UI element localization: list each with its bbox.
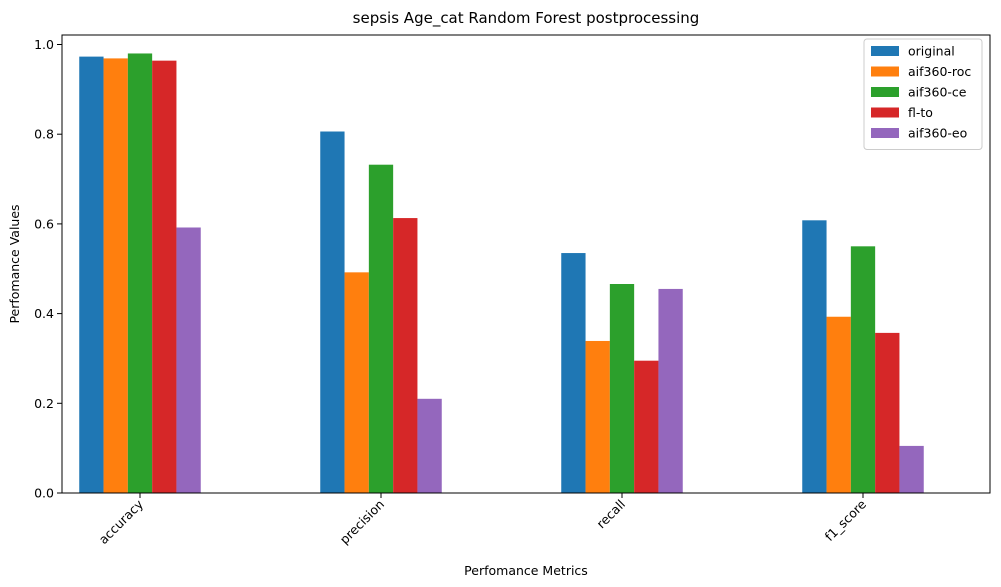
bar-aif360-roc-f1_score [826,316,851,493]
bar-aif360-eo-accuracy [176,227,201,494]
y-tick-label: 0.6 [34,216,54,231]
bar-aif360-ce-accuracy [127,53,153,493]
legend-label-original: original [908,44,955,59]
legend-label-aif360-roc: aif360-roc [908,64,971,79]
bar-original-precision [320,131,345,493]
bar-aif360-ce-recall [609,284,635,493]
legend-swatch-fl-to [871,107,899,118]
bar-original-accuracy [79,56,104,494]
bars-group [79,53,924,494]
y-tick-label: 1.0 [34,37,54,52]
x-tick-label: accuracy [96,496,147,547]
y-tick-label: 0.0 [34,486,54,501]
x-axis: accuracy precision recall f1_score [96,493,870,547]
x-tick-label: recall [593,497,628,532]
y-tick-label: 0.4 [34,306,54,321]
bar-aif360-eo-recall [658,288,683,493]
x-axis-label: Perfomance Metrics [464,563,588,578]
bar-aif360-ce-precision [368,164,394,493]
bar-aif360-roc-precision [344,272,369,493]
y-tick-label: 0.8 [34,127,54,142]
bar-aif360-eo-f1_score [899,445,924,493]
bar-fl-to-precision [393,218,418,493]
bar-aif360-roc-accuracy [103,58,128,494]
legend-label-aif360-ce: aif360-ce [908,85,967,100]
chart-title: sepsis Age_cat Random Forest postprocess… [353,9,700,28]
bar-original-recall [561,253,586,493]
y-tick-label: 0.2 [34,396,54,411]
y-axis-label: Perfomance Values [7,204,22,323]
legend-swatch-original [871,46,899,56]
bar-aif360-eo-precision [417,398,442,493]
bar-aif360-ce-f1_score [850,246,876,493]
bar-fl-to-accuracy [152,60,177,494]
bar-original-f1_score [802,220,827,493]
x-tick-label: f1_score [822,496,870,544]
legend-swatch-aif360-roc [871,66,899,77]
legend-swatch-aif360-ce [871,87,899,97]
legend-label-fl-to: fl-to [908,105,933,120]
bar-fl-to-recall [634,360,659,493]
y-axis: 0.0 0.2 0.4 0.6 0.8 1.0 [34,37,62,501]
bar-fl-to-f1_score [875,332,900,493]
legend-swatch-aif360-eo [871,128,899,138]
x-tick-label: precision [337,497,387,547]
bar-aif360-roc-recall [585,340,610,493]
plot-frame [61,34,991,494]
legend-label-aif360-eo: aif360-eo [908,126,967,141]
legend: original aif360-roc aif360-ce fl-to aif360-e… [863,38,983,150]
